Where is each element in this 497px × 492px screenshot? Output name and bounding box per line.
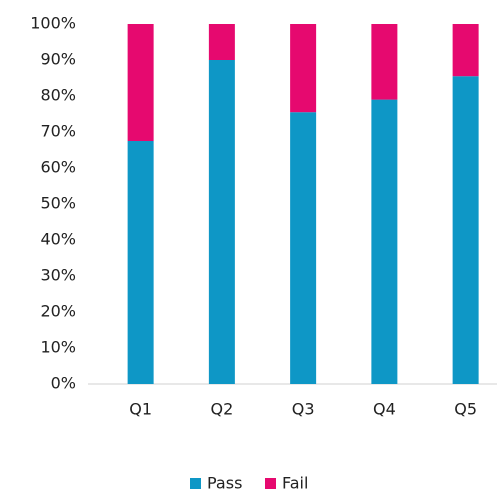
x-tick-label: Q1 xyxy=(129,400,152,419)
bar-segment xyxy=(452,76,479,384)
bar-segment xyxy=(371,24,398,100)
bar-segment xyxy=(208,24,235,60)
y-tick-label: 100% xyxy=(30,14,76,33)
y-tick-label: 40% xyxy=(40,230,76,249)
y-tick-label: 80% xyxy=(40,86,76,105)
y-tick-label: 20% xyxy=(40,302,76,321)
bar-segment xyxy=(208,60,235,384)
legend-swatch xyxy=(265,478,276,489)
bar-segment xyxy=(127,141,154,384)
y-tick-label: 90% xyxy=(40,50,76,69)
x-tick-label: Q2 xyxy=(210,400,233,419)
bar-segment xyxy=(371,99,398,384)
bar-segment xyxy=(127,24,154,141)
x-tick-label: Q5 xyxy=(454,400,477,419)
legend-swatch xyxy=(190,478,201,489)
y-tick-label: 60% xyxy=(40,158,76,177)
y-tick-label: 30% xyxy=(40,266,76,285)
y-tick-label: 70% xyxy=(40,122,76,141)
legend-label: Fail xyxy=(282,474,308,492)
x-tick-label: Q4 xyxy=(373,400,396,419)
x-tick-label: Q3 xyxy=(292,400,315,419)
bar-segment xyxy=(452,24,479,77)
legend-label: Pass xyxy=(207,474,242,492)
bar-segment xyxy=(290,112,317,384)
bar-segment xyxy=(290,24,317,113)
y-tick-label: 50% xyxy=(40,194,76,213)
y-tick-label: 0% xyxy=(51,374,76,393)
y-tick-label: 10% xyxy=(40,338,76,357)
